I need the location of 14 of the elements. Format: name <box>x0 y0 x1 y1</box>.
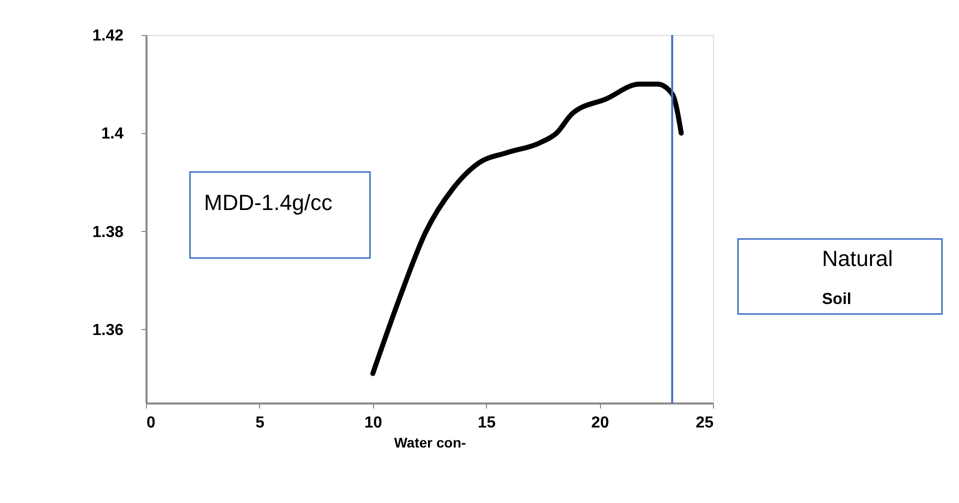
text: Natural <box>822 246 893 271</box>
y-tick-label: 1.4 <box>101 126 124 143</box>
x-tick-label: 25 <box>696 414 714 432</box>
annotation: MDD-1.4g/cc <box>204 190 332 215</box>
x-tick-label: 0 <box>146 414 156 432</box>
x-tick-label: 5 <box>255 414 264 432</box>
x-axis-title: Water con- <box>394 434 466 450</box>
y-tick-label: 1.42 <box>92 28 124 44</box>
y-tick-label: 1.36 <box>92 322 124 339</box>
x-tick-label: 20 <box>591 414 610 432</box>
y-tick-label: 1.38 <box>92 224 124 241</box>
x-tick-label: 15 <box>478 414 496 432</box>
x-tick-label: 10 <box>364 414 382 432</box>
text: Soil <box>822 291 852 308</box>
